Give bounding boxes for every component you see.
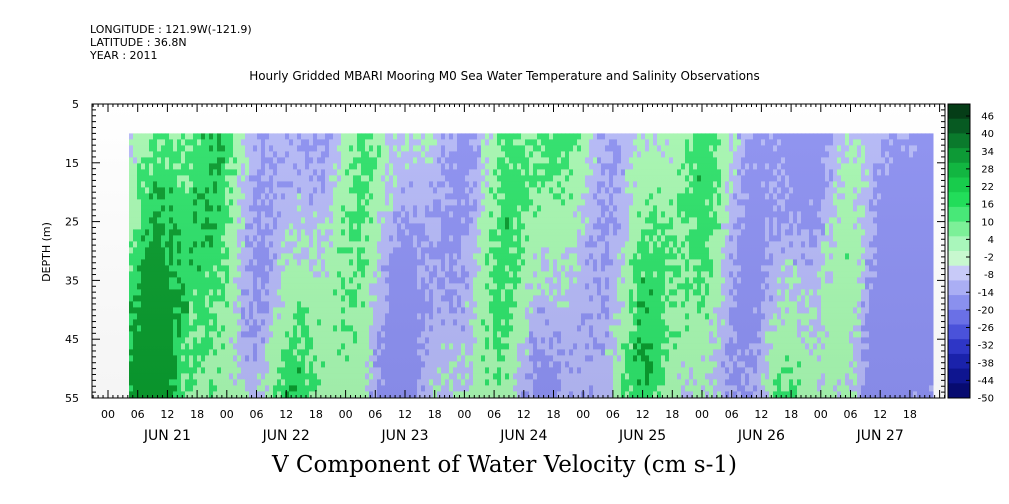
year-label: YEAR : 2011	[90, 49, 158, 62]
chart-subtitle: Hourly Gridded MBARI Mooring M0 Sea Wate…	[249, 69, 760, 83]
longitude-label: LONGITUDE : 121.9W(-121.9)	[90, 23, 252, 36]
latitude-label: LATITUDE : 36.8N	[90, 36, 187, 49]
